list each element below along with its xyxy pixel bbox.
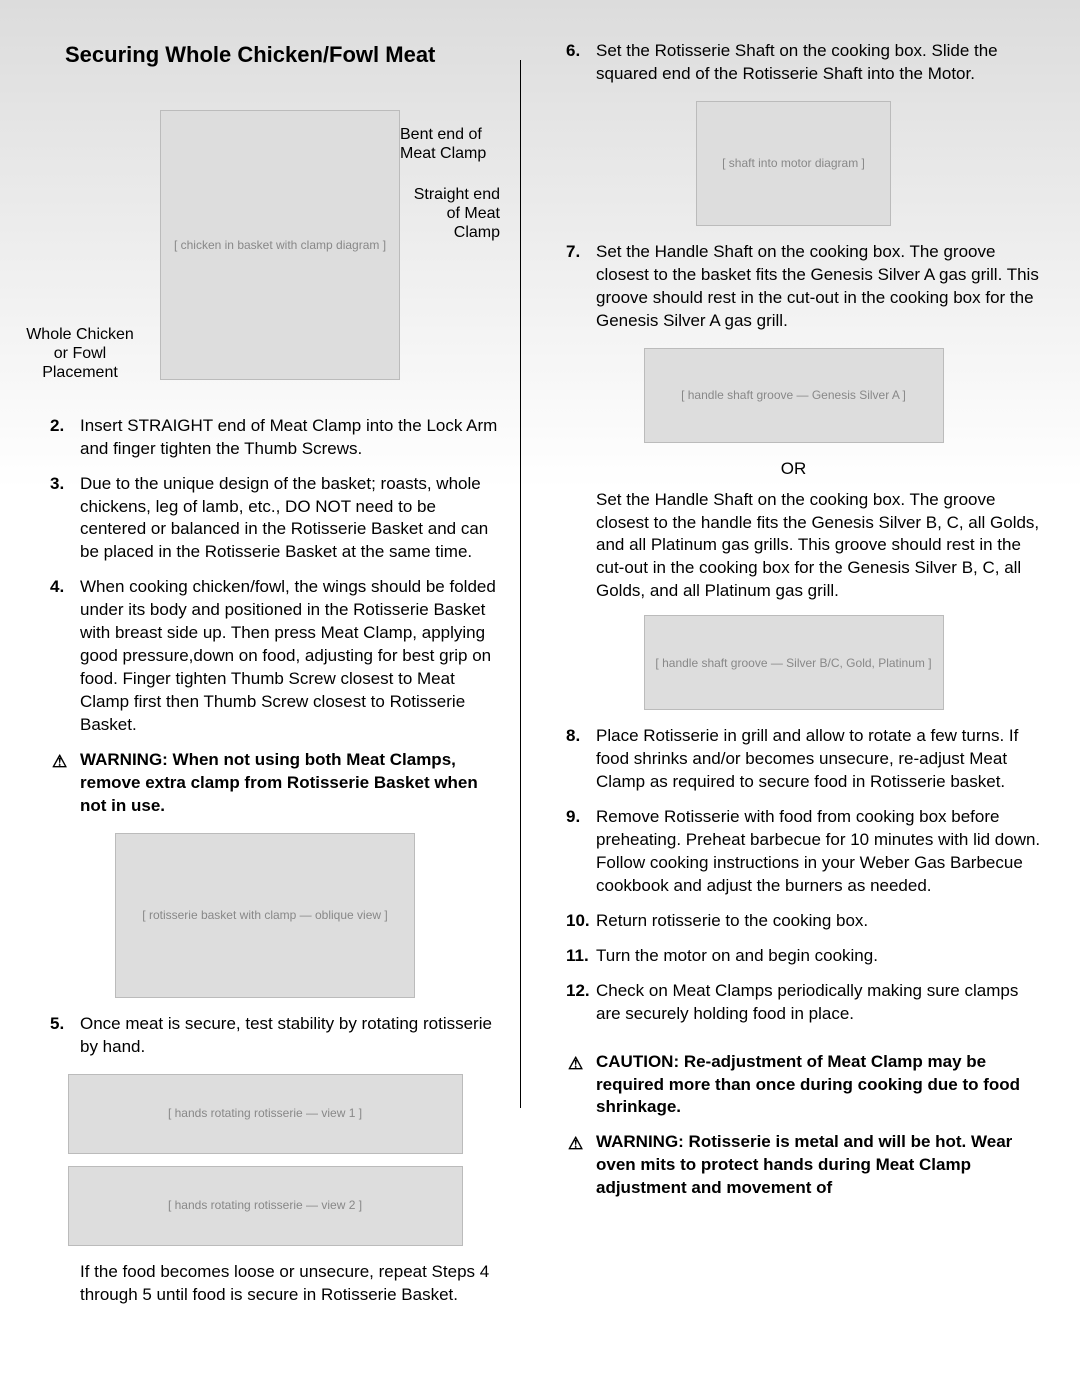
step-3: 3.Due to the unique design of the basket…	[80, 473, 500, 565]
left-steps-list: 2. Insert STRAIGHT end of Meat Clamp into…	[30, 415, 500, 737]
step-text: Once meat is secure, test stability by r…	[80, 1014, 492, 1056]
step-9: 9.Remove Rotisserie with food from cooki…	[596, 806, 1041, 898]
page: Securing Whole Chicken/Fowl Meat [ chick…	[30, 40, 1050, 1318]
step-text: When cooking chicken/fowl, the wings sho…	[80, 577, 496, 734]
rotate-test-diagram-2: [ hands rotating rotisserie — view 2 ]	[68, 1166, 463, 1246]
step-text: Set the Handle Shaft on the cooking box.…	[596, 242, 1039, 330]
step-num: 8.	[566, 725, 580, 748]
step-text: Place Rotisserie in grill and allow to r…	[596, 726, 1018, 791]
step-num: 5.	[50, 1013, 64, 1036]
page-title: Securing Whole Chicken/Fowl Meat	[65, 40, 500, 70]
right-steps-list-2: 7. Set the Handle Shaft on the cooking bo…	[546, 241, 1041, 333]
left-steps-list-2: 5. Once meat is secure, test stability by…	[30, 1013, 500, 1059]
caution-text: CAUTION: Re-adjustment of Meat Clamp may…	[596, 1052, 1020, 1117]
label-bent-end: Bent end of Meat Clamp	[400, 125, 500, 163]
step-num: 9.	[566, 806, 580, 829]
step-5: 5.Once meat is secure, test stability by…	[80, 1013, 500, 1059]
warning-meat-clamps: ⚠ WARNING: When not using both Meat Clam…	[30, 749, 500, 818]
basket-oblique-diagram: [ rotisserie basket with clamp — oblique…	[115, 833, 415, 998]
warning-icon: ⚠	[52, 751, 67, 774]
label-straight-end: Straight end of Meat Clamp	[405, 185, 500, 243]
step-text: Insert STRAIGHT end of Meat Clamp into t…	[80, 416, 497, 458]
step-11: 11.Turn the motor on and begin cooking.	[596, 945, 1041, 968]
step-num: 11.	[566, 945, 589, 968]
warning-text: WARNING: When not using both Meat Clamps…	[80, 750, 478, 815]
step-text: Due to the unique design of the basket; …	[80, 474, 488, 562]
step-num: 6.	[566, 40, 580, 63]
step-8: 8.Place Rotisserie in grill and allow to…	[596, 725, 1041, 794]
step-num: 2.	[50, 415, 64, 438]
step-num: 10.	[566, 910, 590, 933]
step-text: Remove Rotisserie with food from cooking…	[596, 807, 1040, 895]
step-6: 6.Set the Rotisserie Shaft on the cookin…	[596, 40, 1041, 86]
warning-hot: ⚠ WARNING: Rotisserie is metal and will …	[546, 1131, 1041, 1200]
step-4: 4.When cooking chicken/fowl, the wings s…	[80, 576, 500, 737]
warning-icon: ⚠	[568, 1133, 583, 1156]
step-num: 7.	[566, 241, 580, 264]
right-steps-list-3: 8. Place Rotisserie in grill and allow to…	[546, 725, 1041, 1025]
handle-shaft-a-diagram: [ handle shaft groove — Genesis Silver A…	[644, 348, 944, 443]
step-num: 12.	[566, 980, 590, 1003]
step-text: Turn the motor on and begin cooking.	[596, 946, 878, 965]
top-diagram-area: [ chicken in basket with clamp diagram ]…	[30, 90, 500, 390]
bottom-note: If the food becomes loose or unsecure, r…	[30, 1261, 500, 1307]
step-7: 7.Set the Handle Shaft on the cooking bo…	[596, 241, 1041, 333]
step-10: 10.Return rotisserie to the cooking box.	[596, 910, 1041, 933]
step-2: 2.Insert STRAIGHT end of Meat Clamp into…	[80, 415, 500, 461]
or-separator: OR	[546, 458, 1041, 481]
label-placement: Whole Chicken or Fowl Placement	[20, 325, 140, 383]
warning-text: WARNING: Rotisserie is metal and will be…	[596, 1132, 1012, 1197]
step-7b-text: Set the Handle Shaft on the cooking box.…	[546, 489, 1041, 604]
step-num: 3.	[50, 473, 64, 496]
handle-shaft-b-diagram: [ handle shaft groove — Silver B/C, Gold…	[644, 615, 944, 710]
right-steps-list: 6. Set the Rotisserie Shaft on the cookin…	[546, 40, 1041, 86]
step-text: Return rotisserie to the cooking box.	[596, 911, 868, 930]
warning-icon: ⚠	[568, 1053, 583, 1076]
rotate-test-diagram-1: [ hands rotating rotisserie — view 1 ]	[68, 1074, 463, 1154]
step-12: 12.Check on Meat Clamps periodically mak…	[596, 980, 1041, 1026]
chicken-placement-diagram: [ chicken in basket with clamp diagram ]	[160, 110, 400, 380]
caution-shrinkage: ⚠ CAUTION: Re-adjustment of Meat Clamp m…	[546, 1051, 1041, 1120]
shaft-motor-diagram: [ shaft into motor diagram ]	[696, 101, 891, 226]
step-num: 4.	[50, 576, 64, 599]
step-text: Set the Rotisserie Shaft on the cooking …	[596, 41, 998, 83]
left-column: Securing Whole Chicken/Fowl Meat [ chick…	[30, 40, 520, 1318]
step-text: Check on Meat Clamps periodically making…	[596, 981, 1018, 1023]
right-column: 6. Set the Rotisserie Shaft on the cookin…	[521, 40, 1041, 1318]
